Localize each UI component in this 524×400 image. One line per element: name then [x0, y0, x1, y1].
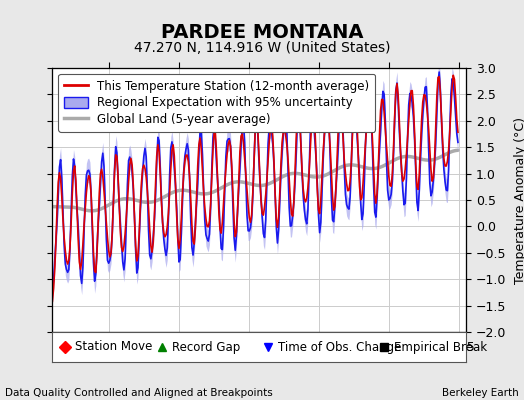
Text: Data Quality Controlled and Aligned at Breakpoints: Data Quality Controlled and Aligned at B… [5, 388, 273, 398]
Text: Berkeley Earth: Berkeley Earth [442, 388, 519, 398]
Text: Station Move: Station Move [75, 340, 152, 354]
Text: 47.270 N, 114.916 W (United States): 47.270 N, 114.916 W (United States) [134, 41, 390, 55]
Text: PARDEE MONTANA: PARDEE MONTANA [161, 23, 363, 42]
Text: Record Gap: Record Gap [172, 340, 241, 354]
Text: Time of Obs. Change: Time of Obs. Change [278, 340, 401, 354]
Y-axis label: Temperature Anomaly (°C): Temperature Anomaly (°C) [514, 116, 524, 284]
Legend: This Temperature Station (12-month average), Regional Expectation with 95% uncer: This Temperature Station (12-month avera… [58, 74, 375, 132]
Text: Empirical Break: Empirical Break [394, 340, 487, 354]
